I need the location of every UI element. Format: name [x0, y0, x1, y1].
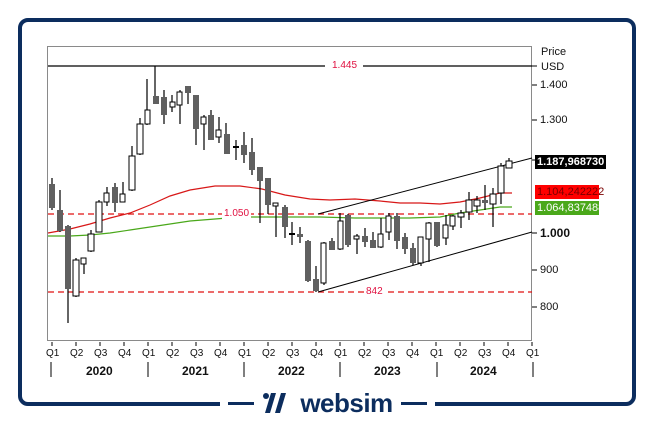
brand-logo: websim [220, 388, 435, 418]
x-quarter-label: Q2 [454, 348, 468, 359]
x-quarter-label: Q3 [286, 348, 300, 359]
x-quarter-label: Q4 [118, 348, 132, 359]
ma-green-tag: 1.064,837488 [535, 201, 605, 215]
x-quarter-label: Q4 [310, 348, 324, 359]
x-quarter-label: Q1 [430, 348, 444, 359]
logo-divider-left [228, 401, 255, 405]
x-quarter-label: Q1 [334, 348, 348, 359]
x-quarter-label: Q4 [214, 348, 228, 359]
x-year-label: 2024 [470, 364, 497, 378]
y-tick-label: 800 [540, 301, 559, 313]
y-tick-label: 1.400 [540, 79, 568, 91]
ma-red-tag: 1.104,242222 [535, 185, 605, 199]
logo-divider-right [400, 401, 427, 405]
level-label-low: 842 [364, 286, 385, 297]
x-quarter-label: Q3 [382, 348, 396, 359]
x-quarter-label: Q4 [502, 348, 516, 359]
x-quarter-label: Q1 [238, 348, 252, 359]
x-quarter-label: Q3 [190, 348, 204, 359]
x-year-label: 2023 [374, 364, 401, 378]
x-year-label: 2022 [278, 364, 305, 378]
x-quarter-label: Q2 [358, 348, 372, 359]
x-year-label: 2020 [86, 364, 113, 378]
x-quarter-label: Q2 [166, 348, 180, 359]
x-quarter-label: Q4 [406, 348, 420, 359]
y-tick-label: 900 [540, 264, 559, 276]
x-quarter-label: Q2 [70, 348, 84, 359]
y-tick-label: 1.300 [540, 114, 568, 126]
axis-title: Price [541, 46, 567, 58]
axis-unit: USD [541, 61, 565, 73]
level-label-mid: 1.050 [222, 208, 252, 219]
plot-area [47, 46, 532, 341]
websim-logo-icon [263, 393, 287, 413]
x-quarter-label: Q3 [478, 348, 492, 359]
y-tick-label: 1.000 [540, 226, 571, 240]
last-price-tag: 1.187,968730 [535, 155, 607, 169]
brand-name: websim [300, 387, 393, 418]
x-quarter-label: Q1 [46, 348, 60, 359]
x-quarter-label: Q1 [142, 348, 156, 359]
x-year-label: 2021 [182, 364, 209, 378]
x-quarter-label: Q2 [262, 348, 276, 359]
level-label-high: 1.445 [330, 60, 360, 71]
x-quarter-label: Q1 [526, 348, 540, 359]
x-quarter-label: Q3 [94, 348, 108, 359]
